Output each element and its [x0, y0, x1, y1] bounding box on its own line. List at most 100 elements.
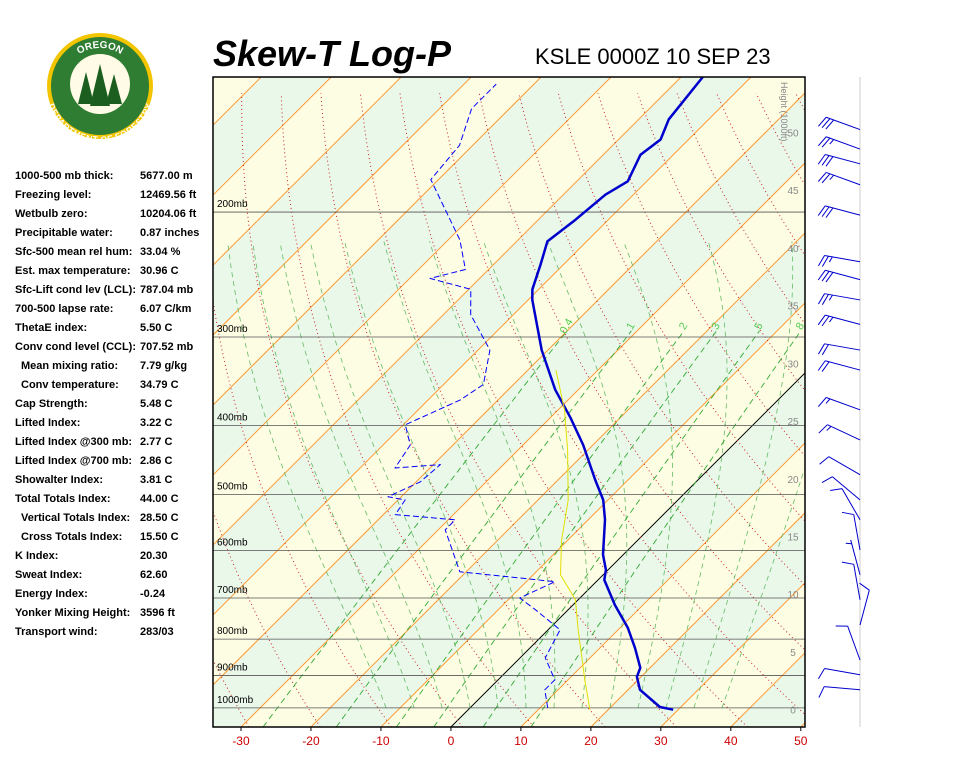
wind-barb	[817, 255, 861, 267]
barb-feather	[817, 172, 827, 182]
height-tick-label: 30	[787, 359, 799, 370]
index-label: Est. max temperature:	[15, 265, 131, 277]
index-label: Conv cond level (CCL):	[15, 341, 136, 353]
index-label: Lifted Index:	[15, 417, 80, 429]
wind-barb	[817, 343, 861, 356]
barb-feather	[817, 360, 826, 371]
index-label: Mean mixing ratio:	[21, 360, 118, 372]
station-time: KSLE 0000Z 10 SEP 23	[535, 44, 771, 69]
index-value: 62.60	[140, 569, 168, 581]
barb-feather	[818, 686, 825, 698]
wind-barb	[817, 293, 861, 305]
moist-adiabat	[252, 241, 415, 708]
moist-adiabat	[547, 241, 628, 708]
mixing-ratio-line	[530, 330, 802, 727]
wind-barb	[841, 561, 861, 600]
barb-staff	[825, 360, 861, 371]
index-label: Lifted Index @700 mb:	[15, 455, 132, 467]
logo-tree	[78, 72, 94, 104]
barb-feather	[817, 293, 825, 305]
dry-adiabat	[835, 93, 960, 727]
isotherm	[213, 77, 612, 476]
barb-feather	[821, 271, 830, 282]
barb-feather	[825, 119, 835, 130]
barb-staff	[826, 171, 861, 186]
barb-feather	[817, 205, 826, 216]
barb-staff	[832, 476, 861, 501]
x-tick-label: 40	[724, 734, 738, 748]
pressure-label: 500mb	[217, 481, 248, 492]
x-tick-label: -10	[372, 734, 390, 748]
barb-staff	[841, 488, 861, 521]
temperature-band	[213, 93, 805, 727]
barb-staff	[825, 314, 861, 325]
barb-half-feather	[828, 256, 833, 263]
index-label: Showalter Index:	[15, 474, 103, 486]
index-label: Sfc-Lift cond lev (LCL):	[15, 284, 136, 296]
dry-adiabat	[597, 93, 805, 457]
index-value: 5.50 C	[140, 322, 172, 334]
height-tick-label: 35	[787, 302, 799, 313]
barb-staff	[827, 424, 861, 441]
x-tick-label: 20	[584, 734, 598, 748]
barb-staff	[825, 205, 861, 216]
pressure-label: 800mb	[217, 626, 248, 637]
barb-half-feather	[829, 316, 834, 323]
x-tick-label: 50	[794, 734, 808, 748]
isotherm	[590, 512, 805, 727]
barb-feather	[821, 173, 831, 184]
dry-adiabat	[915, 93, 960, 727]
moist-adiabat	[310, 241, 471, 708]
index-label: 700-500 lapse rate:	[15, 303, 113, 315]
barb-staff	[824, 293, 861, 301]
x-tick-label: -20	[302, 734, 320, 748]
barb-feather	[821, 476, 833, 484]
isotherm	[213, 77, 752, 616]
isotherm	[213, 77, 402, 266]
index-label: 1000-500 mb thick:	[15, 170, 113, 182]
index-value: 30.96 C	[140, 265, 179, 277]
mixing-ratio-label: 3	[709, 321, 722, 332]
index-label: Yonker Mixing Height:	[15, 607, 130, 619]
wind-barb	[817, 668, 861, 680]
barb-staff	[853, 514, 861, 551]
barb-feather	[817, 269, 826, 281]
index-value: 5677.00 m	[140, 170, 193, 182]
wind-barb	[817, 397, 861, 411]
height-tick-label: 10	[787, 590, 799, 601]
index-label: K Index:	[15, 550, 58, 562]
index-value: 33.04 %	[140, 246, 181, 258]
barb-feather	[825, 207, 834, 218]
barb-staff	[825, 154, 861, 165]
dry-adiabat	[795, 93, 805, 113]
wind-barb	[817, 171, 861, 186]
profile-line	[555, 369, 591, 710]
moist-adiabat	[721, 466, 805, 709]
moist-adiabat	[383, 241, 527, 708]
moist-adiabat	[665, 241, 728, 708]
isotherm	[240, 162, 805, 727]
mixing-ratio-label: 5	[752, 321, 765, 332]
barb-feather	[841, 561, 854, 565]
index-value: 707.52 mb	[140, 341, 193, 353]
height-tick-label: 25	[787, 417, 799, 428]
indices-panel: 1000-500 mb thick: 5677.00 m Freezing leve…	[15, 170, 199, 638]
isotherm	[310, 232, 805, 727]
index-value: 5.48 C	[140, 398, 172, 410]
index-label: ThetaE index:	[15, 322, 87, 334]
barb-feather	[817, 116, 827, 127]
index-label: Total Totals Index:	[15, 493, 111, 505]
index-label: Vertical Totals Index:	[21, 512, 130, 524]
index-label: Sweat Index:	[15, 569, 82, 581]
barb-feather	[817, 154, 826, 165]
index-value: 0.87 inches	[140, 227, 199, 239]
barb-staff	[828, 456, 861, 476]
index-value: 28.50 C	[140, 512, 179, 524]
mixing-ratio-label: 1	[624, 321, 637, 332]
index-value: 20.30	[140, 550, 168, 562]
barb-feather	[817, 136, 827, 147]
pressure-label: 1000mb	[217, 695, 254, 706]
barb-feather	[821, 155, 830, 166]
index-value: 44.00 C	[140, 493, 179, 505]
isotherm	[871, 77, 960, 727]
